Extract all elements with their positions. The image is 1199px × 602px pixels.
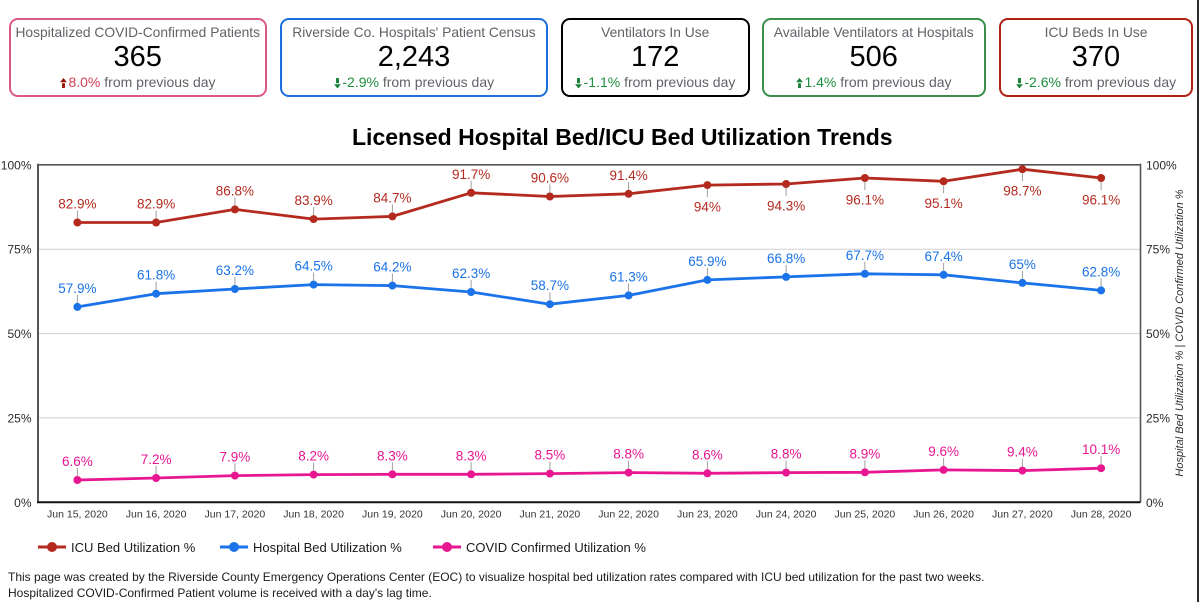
svg-text:0%: 0%	[14, 496, 32, 510]
svg-text:25%: 25%	[7, 411, 31, 425]
svg-text:58.7%: 58.7%	[531, 278, 569, 293]
svg-text:50%: 50%	[1146, 327, 1170, 341]
svg-text:64.5%: 64.5%	[294, 259, 332, 274]
svg-text:8.2%: 8.2%	[298, 449, 329, 464]
svg-text:Jun 25, 2020: Jun 25, 2020	[835, 509, 896, 521]
svg-text:Jun 26, 2020: Jun 26, 2020	[913, 509, 974, 521]
svg-text:Jun 19, 2020: Jun 19, 2020	[362, 509, 423, 521]
svg-text:67.4%: 67.4%	[924, 249, 962, 264]
svg-text:Jun 24, 2020: Jun 24, 2020	[756, 509, 817, 521]
svg-text:8.8%: 8.8%	[771, 447, 802, 462]
svg-text:75%: 75%	[7, 243, 31, 257]
svg-text:75%: 75%	[1146, 243, 1170, 257]
svg-text:84.7%: 84.7%	[373, 190, 411, 205]
svg-text:Jun 18, 2020: Jun 18, 2020	[283, 509, 344, 521]
svg-text:61.3%: 61.3%	[609, 269, 647, 284]
svg-text:57.9%: 57.9%	[58, 281, 96, 296]
svg-text:7.9%: 7.9%	[220, 450, 251, 465]
svg-text:Jun 27, 2020: Jun 27, 2020	[992, 509, 1053, 521]
svg-text:98.7%: 98.7%	[1003, 184, 1041, 199]
svg-text:63.2%: 63.2%	[216, 263, 254, 278]
svg-text:0%: 0%	[1146, 496, 1164, 510]
svg-text:9.4%: 9.4%	[1007, 445, 1038, 460]
svg-text:Jun 15, 2020: Jun 15, 2020	[47, 509, 108, 521]
svg-text:62.8%: 62.8%	[1082, 264, 1120, 279]
svg-text:8.9%: 8.9%	[850, 446, 881, 461]
svg-text:25%: 25%	[1146, 411, 1170, 425]
svg-text:6.6%: 6.6%	[62, 454, 93, 469]
svg-text:8.8%: 8.8%	[613, 447, 644, 462]
svg-text:8.5%: 8.5%	[535, 448, 566, 463]
svg-text:50%: 50%	[7, 327, 31, 341]
svg-text:62.3%: 62.3%	[452, 266, 490, 281]
svg-text:Jun 21, 2020: Jun 21, 2020	[520, 509, 581, 521]
svg-text:7.2%: 7.2%	[141, 452, 172, 467]
svg-text:91.4%: 91.4%	[609, 168, 647, 183]
svg-text:65.9%: 65.9%	[688, 254, 726, 269]
svg-text:67.7%: 67.7%	[846, 248, 884, 263]
svg-text:100%: 100%	[1146, 158, 1177, 172]
svg-text:83.9%: 83.9%	[294, 193, 332, 208]
svg-text:94.3%: 94.3%	[767, 199, 805, 214]
svg-text:8.3%: 8.3%	[456, 448, 487, 463]
svg-text:61.8%: 61.8%	[137, 268, 175, 283]
svg-text:8.3%: 8.3%	[377, 448, 408, 463]
svg-text:9.6%: 9.6%	[928, 444, 959, 459]
svg-text:COVID Confirmed Utilization %: COVID Confirmed Utilization %	[466, 540, 646, 555]
svg-text:82.9%: 82.9%	[137, 197, 175, 212]
svg-text:8.6%: 8.6%	[692, 447, 723, 462]
svg-text:Jun 22, 2020: Jun 22, 2020	[598, 509, 659, 521]
svg-text:100%: 100%	[1, 158, 32, 172]
svg-text:Jun 16, 2020: Jun 16, 2020	[126, 509, 187, 521]
svg-text:82.9%: 82.9%	[58, 197, 96, 212]
svg-text:95.1%: 95.1%	[924, 196, 962, 211]
svg-text:Jun 17, 2020: Jun 17, 2020	[205, 509, 266, 521]
svg-text:Jun 20, 2020: Jun 20, 2020	[441, 509, 502, 521]
svg-text:64.2%: 64.2%	[373, 260, 411, 275]
svg-text:65%: 65%	[1009, 257, 1036, 272]
svg-text:94%: 94%	[694, 200, 721, 215]
svg-text:86.8%: 86.8%	[216, 183, 254, 198]
svg-text:96.1%: 96.1%	[846, 193, 884, 208]
svg-text:90.6%: 90.6%	[531, 171, 569, 186]
svg-text:Hospital Bed Utilization %: Hospital Bed Utilization %	[253, 540, 402, 555]
svg-text:Hospital Bed Utilization % | C: Hospital Bed Utilization % | COVID Confi…	[1174, 189, 1186, 476]
svg-text:66.8%: 66.8%	[767, 251, 805, 266]
svg-text:91.7%: 91.7%	[452, 167, 490, 182]
svg-text:96.1%: 96.1%	[1082, 193, 1120, 208]
svg-text:ICU Bed Utilization %: ICU Bed Utilization %	[71, 540, 196, 555]
svg-text:Jun 28, 2020: Jun 28, 2020	[1071, 509, 1132, 521]
svg-text:10.1%: 10.1%	[1082, 442, 1120, 457]
svg-text:Jun 23, 2020: Jun 23, 2020	[677, 509, 738, 521]
